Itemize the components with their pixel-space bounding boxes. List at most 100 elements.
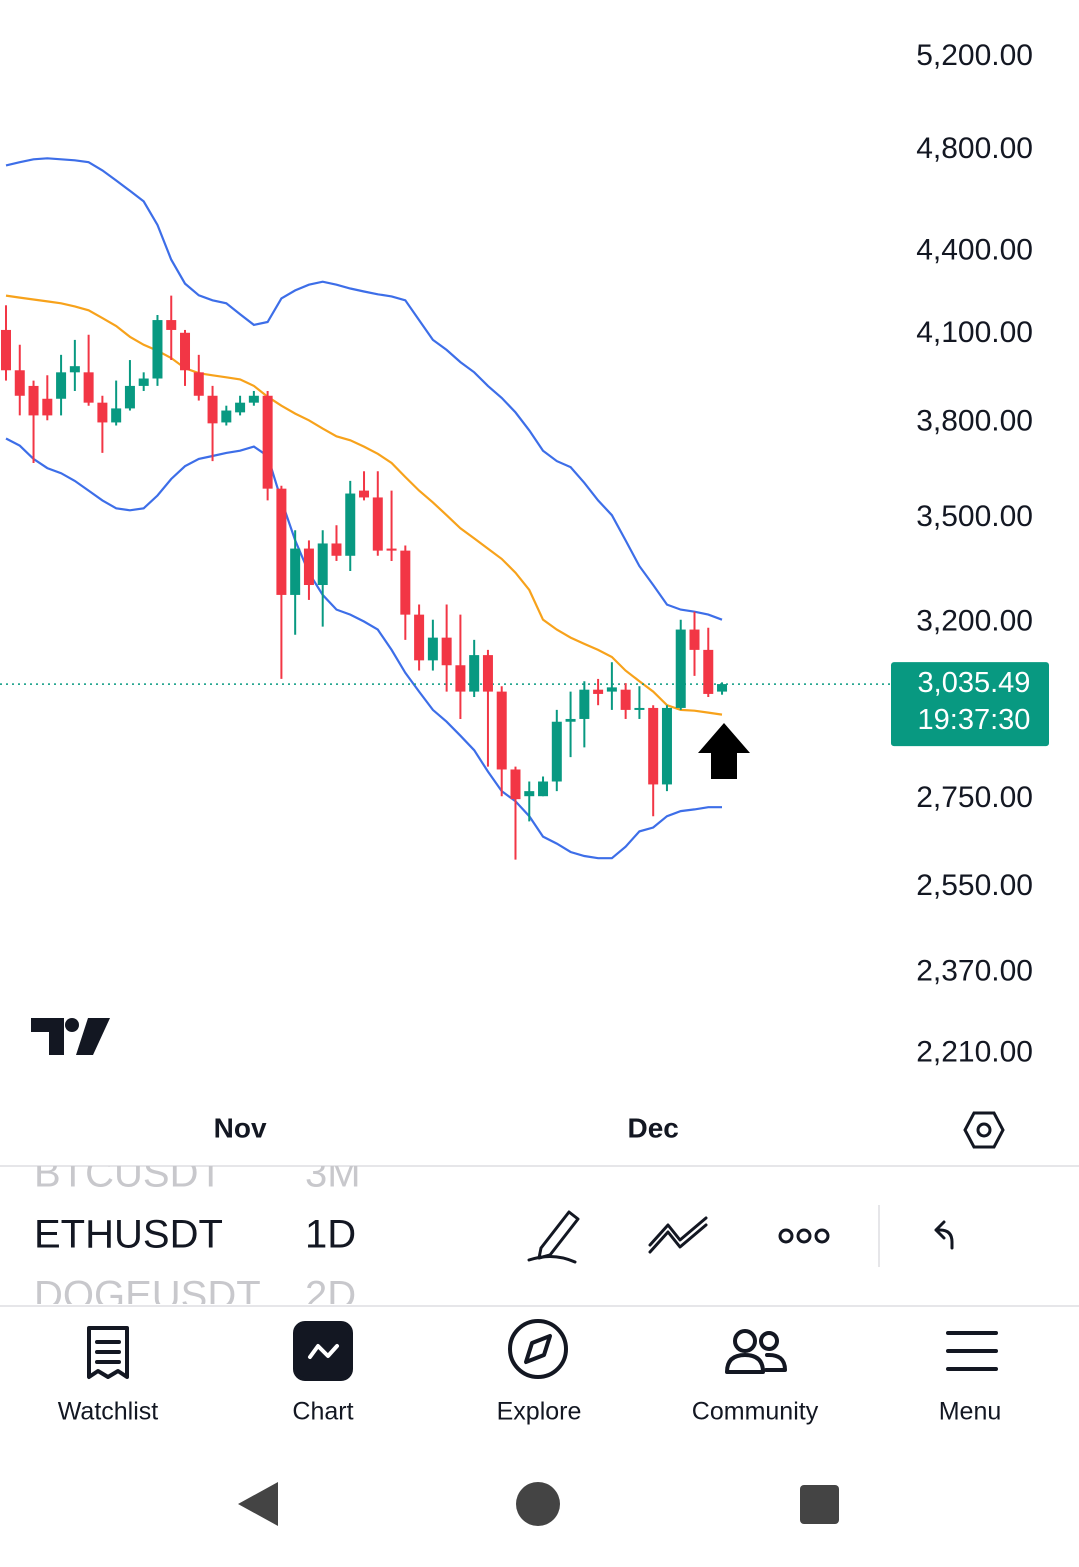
candle-body (524, 791, 535, 797)
explore-icon[interactable] (508, 1319, 568, 1379)
candle-body (221, 410, 232, 423)
settings-button[interactable] (963, 1111, 1005, 1149)
candle-body (124, 385, 135, 409)
nav-label[interactable]: Community (692, 1398, 819, 1426)
nav-label[interactable]: Explore (497, 1398, 582, 1426)
candle-body (14, 370, 25, 396)
candle-body (469, 655, 480, 692)
tv-logo (31, 1018, 110, 1055)
back-button[interactable] (238, 1482, 278, 1526)
trend-tool[interactable] (648, 1216, 708, 1254)
candle-body (717, 684, 728, 692)
candle-body (138, 378, 149, 386)
chart-icon[interactable] (293, 1321, 353, 1381)
candle-body (455, 665, 466, 692)
nav-label[interactable]: Watchlist (58, 1398, 159, 1426)
candle-body (331, 543, 342, 556)
y-tick-label: 5,200.00 (916, 39, 1033, 72)
candle-body (69, 366, 80, 373)
candle-body (538, 781, 549, 797)
candle-body (661, 707, 672, 785)
candle-body (1, 329, 11, 371)
nav-label[interactable]: Chart (292, 1398, 353, 1426)
candle-body (441, 637, 452, 666)
more-button[interactable] (778, 1228, 830, 1244)
candle-body (634, 707, 645, 710)
candle-body (97, 402, 108, 423)
candle-body (345, 493, 356, 556)
candle-body (166, 320, 177, 330)
band-upper (5, 157, 723, 621)
y-tick-label: 4,100.00 (916, 316, 1033, 349)
interval[interactable]: 3M (305, 1152, 361, 1196)
candle-body (28, 385, 39, 416)
candle-body (235, 402, 246, 413)
candle-body (565, 718, 576, 722)
symbol[interactable]: DOGEUSDT (34, 1274, 261, 1318)
candle-body (482, 655, 493, 692)
candle-body (83, 372, 94, 403)
band-lower (5, 437, 722, 860)
x-tick-label: Nov (214, 1112, 267, 1143)
candle-body (675, 629, 686, 708)
candle-body (290, 548, 301, 595)
candle-body (593, 689, 604, 694)
candle-body (56, 372, 67, 399)
chart[interactable]: 5,200.00 4,800.00 4,400.00 4,100.00 3,800.00… (0, 39, 1049, 1143)
y-tick-label: 2,370.00 (916, 954, 1033, 987)
current-price-label: 3,035.49 (918, 667, 1031, 699)
candle-body (496, 691, 507, 770)
community-icon[interactable] (725, 1329, 787, 1374)
candle-body (579, 689, 590, 719)
symbol[interactable]: BTCUSDT (34, 1152, 223, 1196)
y-tick-label: 4,800.00 (916, 132, 1033, 165)
price-label-box (891, 662, 1049, 747)
y-tick-label: 2,750.00 (916, 781, 1033, 814)
symbol[interactable]: ETHUSDT (34, 1213, 223, 1257)
symbol-picker[interactable]: BTCUSDT 3M ETHUSDT 1D DOGEUSDT 2D (34, 1152, 361, 1318)
undo-button[interactable] (934, 1220, 954, 1250)
candle-body (620, 689, 631, 710)
candle-body (372, 497, 383, 551)
candle-body (386, 548, 397, 551)
arrow-annotation (698, 723, 750, 779)
candle-body (414, 614, 425, 661)
candle-body (551, 721, 562, 782)
candle-body (400, 550, 411, 615)
candle-body (276, 488, 287, 595)
y-tick-label: 3,800.00 (916, 404, 1033, 437)
home-button[interactable] (516, 1482, 560, 1526)
candle-body (703, 649, 714, 694)
menu-icon[interactable] (946, 1331, 998, 1371)
y-tick-label: 3,200.00 (916, 605, 1033, 638)
band-middle (5, 294, 723, 716)
candle-body (689, 629, 700, 650)
recents-button[interactable] (800, 1485, 839, 1524)
candle-body (359, 490, 370, 498)
candle-body (111, 408, 122, 423)
y-tick-label: 4,400.00 (916, 234, 1033, 267)
x-tick-label: Dec (628, 1112, 679, 1143)
y-tick-label: 2,550.00 (916, 869, 1033, 902)
candle-body (152, 320, 163, 379)
candle-body (648, 707, 659, 785)
candle-body (207, 395, 218, 424)
interval[interactable]: 1D (305, 1213, 356, 1257)
draw-tool[interactable] (527, 1210, 580, 1264)
y-tick-label: 3,500.00 (916, 500, 1033, 533)
candle-body (303, 548, 314, 586)
interval[interactable]: 2D (305, 1274, 356, 1318)
candle-body (193, 372, 204, 396)
y-tick-label: 2,210.00 (916, 1036, 1033, 1069)
countdown-label: 19:37:30 (918, 704, 1031, 736)
candle-body (427, 637, 438, 661)
candle-body (606, 687, 617, 692)
candle-body (42, 398, 53, 416)
candle-body (248, 395, 259, 403)
nav-label[interactable]: Menu (939, 1398, 1002, 1426)
watchlist-icon[interactable] (87, 1326, 129, 1379)
candle-body (510, 769, 521, 800)
candle-body (180, 332, 191, 371)
candle-body (262, 395, 273, 489)
